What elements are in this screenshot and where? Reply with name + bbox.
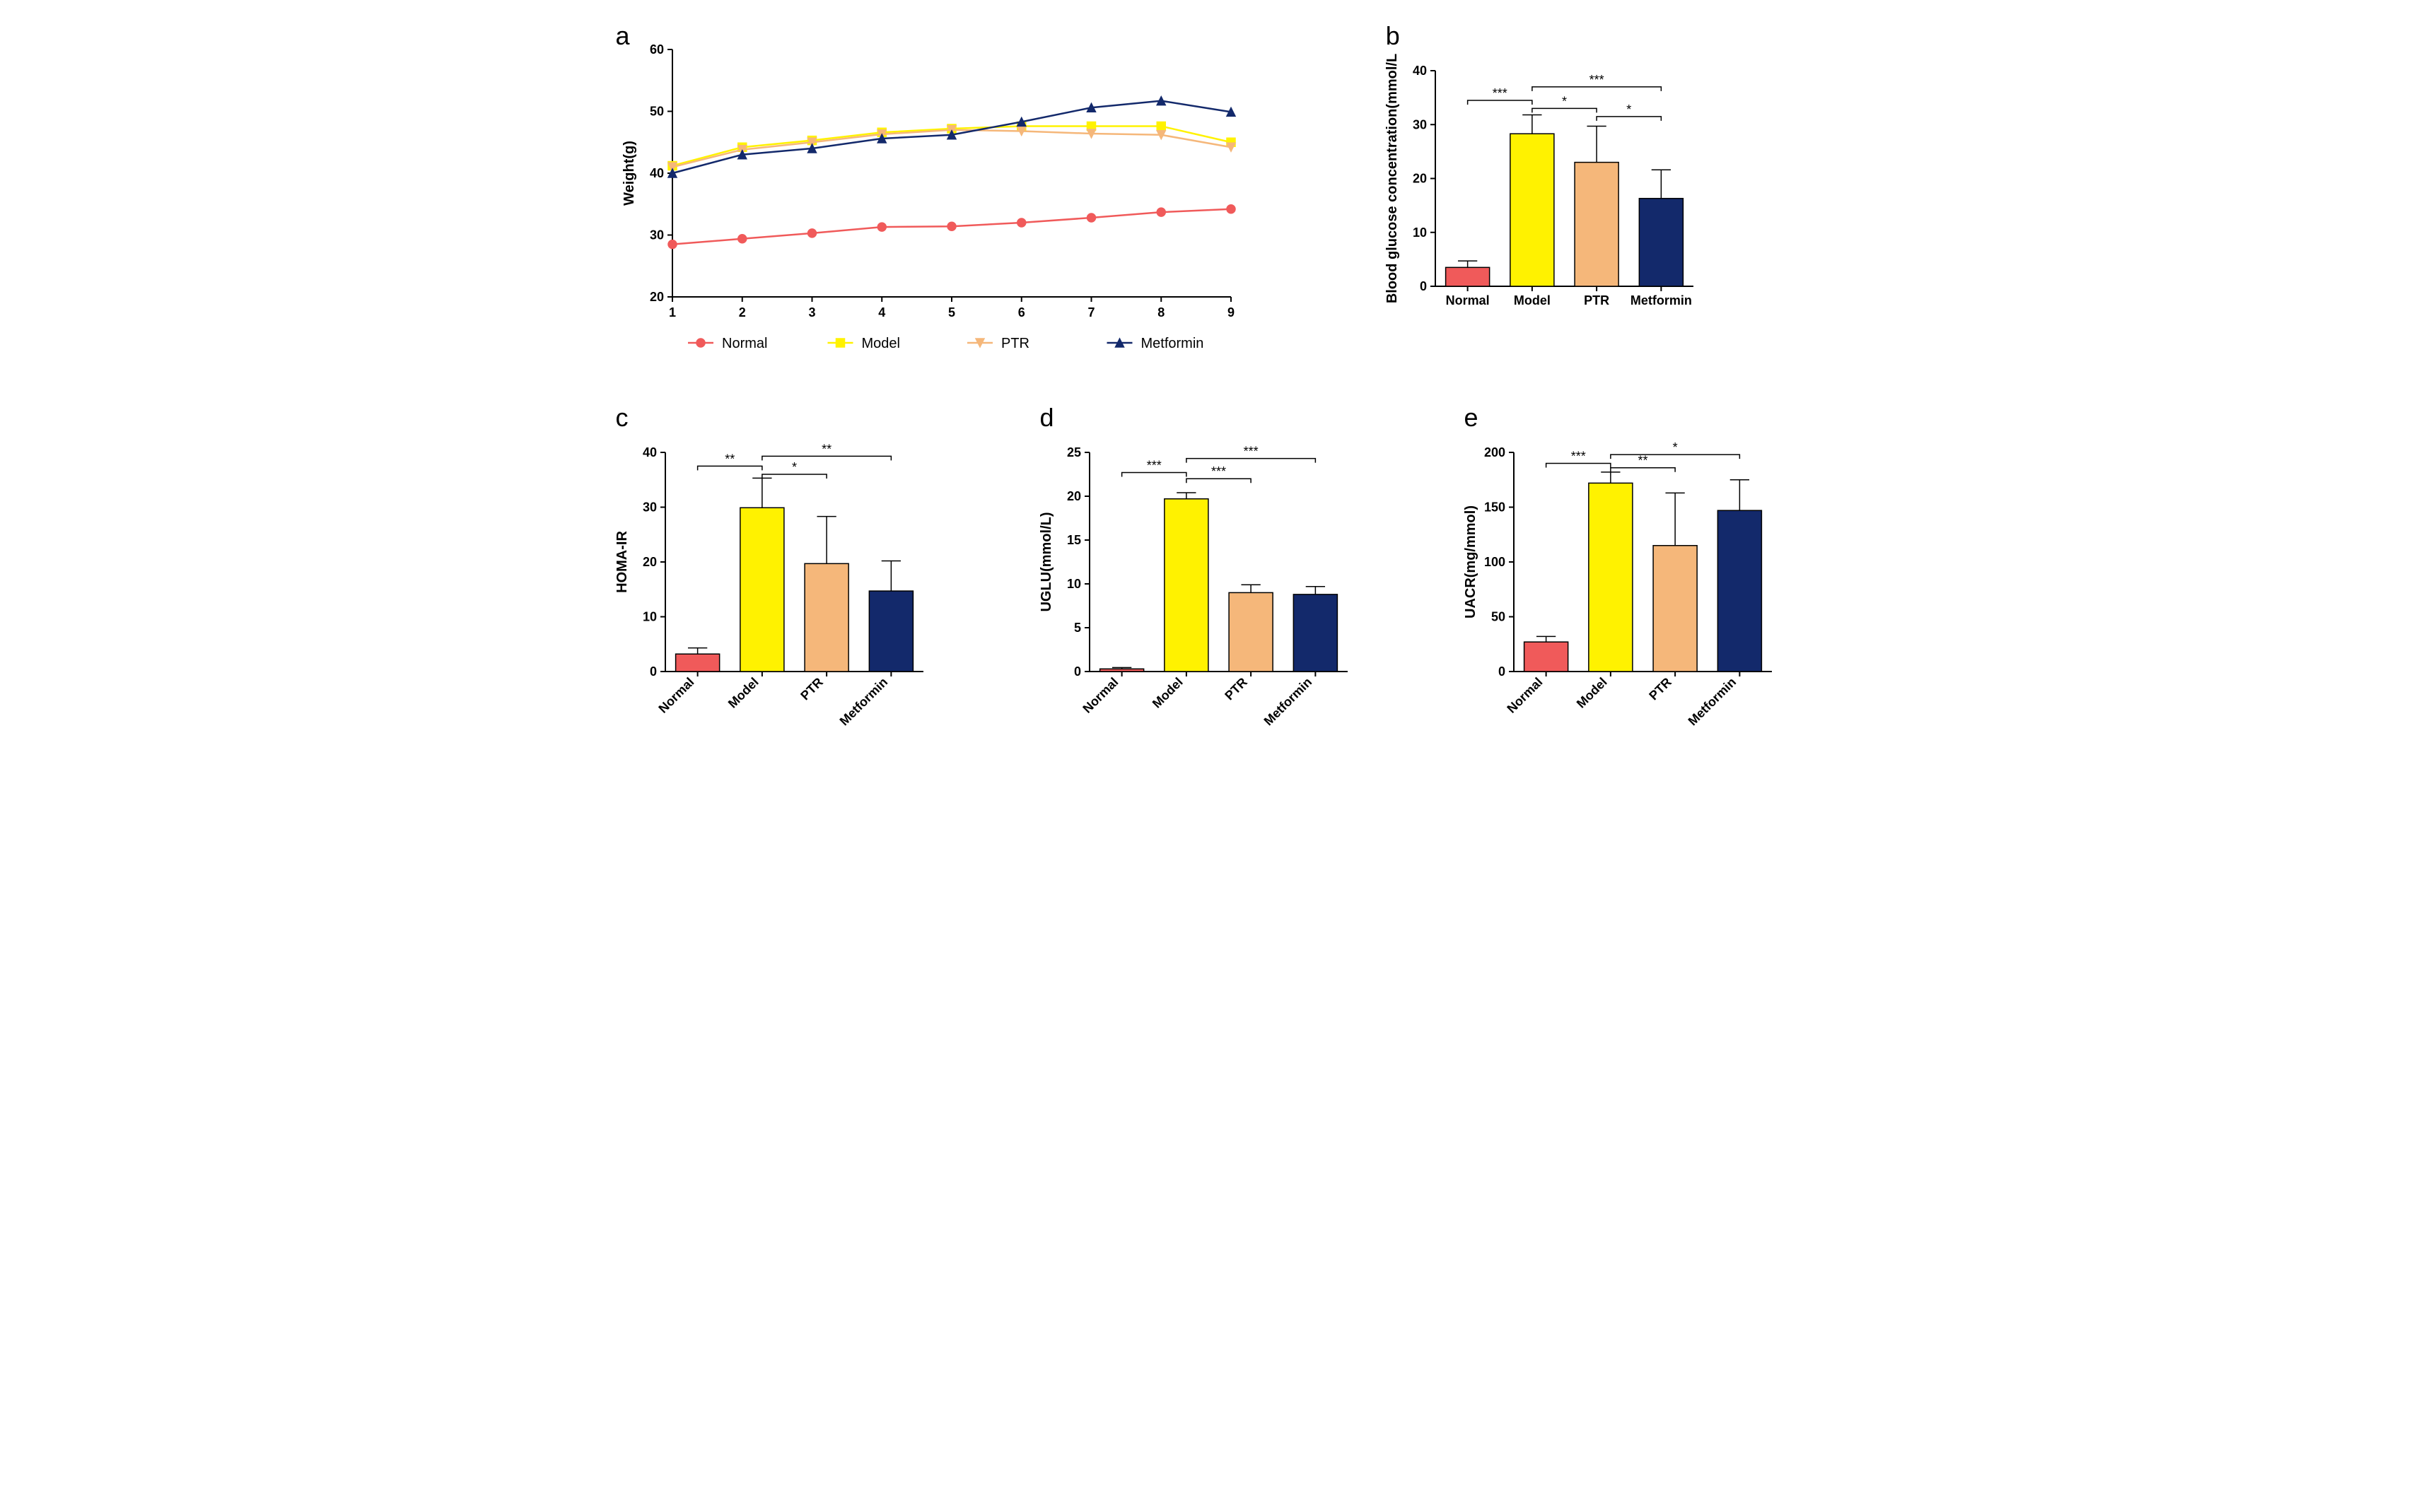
svg-text:*: * — [1562, 94, 1567, 108]
svg-text:**: ** — [725, 452, 735, 466]
svg-text:Model: Model — [1514, 293, 1551, 307]
svg-text:15: 15 — [1066, 533, 1080, 547]
svg-text:Model: Model — [1573, 675, 1609, 711]
bar-chart-e: 0 50 100 150 200 UACR(mg/mmol) Normal Model PTR M… — [1457, 410, 1783, 763]
svg-text:0: 0 — [649, 664, 656, 679]
svg-text:6: 6 — [1017, 305, 1025, 320]
svg-text:7: 7 — [1087, 305, 1095, 320]
svg-text:Metformin: Metformin — [1140, 336, 1203, 351]
svg-text:*: * — [1672, 440, 1677, 455]
svg-text:10: 10 — [1413, 225, 1427, 240]
panel-a-label: a — [616, 21, 630, 51]
bottom-row: c 010203040HOMA-IRNormalModelPTRMetformi… — [609, 410, 1825, 763]
svg-text:25: 25 — [1066, 445, 1080, 459]
svg-text:4: 4 — [878, 305, 885, 320]
bar-chart-b: 0 10 20 30 40 Blood glucose concentration(mmo… — [1379, 28, 1704, 325]
svg-text:HOMA-IR: HOMA-IR — [614, 531, 630, 593]
svg-text:20: 20 — [642, 555, 656, 569]
svg-text:50: 50 — [649, 105, 663, 119]
svg-text:5: 5 — [1073, 621, 1080, 635]
svg-text:5: 5 — [947, 305, 955, 320]
svg-text:Normal: Normal — [1445, 293, 1489, 307]
svg-text:**: ** — [822, 442, 832, 456]
svg-text:30: 30 — [642, 500, 656, 515]
svg-text:20: 20 — [1066, 489, 1080, 503]
svg-text:200: 200 — [1483, 445, 1505, 459]
svg-text:0: 0 — [1073, 664, 1080, 679]
svg-text:*: * — [791, 460, 796, 474]
svg-text:Metformin: Metformin — [1261, 675, 1314, 729]
svg-text:50: 50 — [1490, 610, 1505, 624]
panel-d: d 0510152025UGLU(mmol/L)NormalModelPTRMe… — [1033, 410, 1401, 763]
svg-text:20: 20 — [1413, 172, 1427, 186]
bar-chart-d: 0 5 10 15 20 25 UGLU(mmol/L) Normal Model PTR Metf… — [1033, 410, 1358, 763]
svg-text:40: 40 — [642, 445, 656, 459]
svg-text:10: 10 — [642, 610, 656, 624]
svg-text:8: 8 — [1157, 305, 1165, 320]
panel-a: a 2030405060123456789Weight(g)NormalMode… — [609, 28, 1322, 368]
svg-text:1: 1 — [668, 305, 675, 320]
svg-text:100: 100 — [1483, 555, 1505, 569]
svg-text:Weight(g): Weight(g) — [622, 141, 637, 206]
panel-c-label: c — [616, 403, 629, 433]
svg-text:***: *** — [1589, 73, 1604, 87]
svg-text:Metformin: Metformin — [836, 675, 890, 729]
figure-grid: a 2030405060123456789Weight(g)NormalMode… — [609, 28, 1825, 763]
svg-text:***: *** — [1570, 450, 1585, 464]
svg-text:Metformin: Metformin — [1630, 293, 1692, 307]
svg-text:9: 9 — [1227, 305, 1234, 320]
svg-text:Normal: Normal — [722, 336, 767, 351]
panel-d-label: d — [1040, 403, 1054, 433]
svg-text:***: *** — [1243, 445, 1258, 459]
svg-text:10: 10 — [1066, 577, 1080, 591]
svg-text:PTR: PTR — [1222, 675, 1250, 703]
svg-text:20: 20 — [649, 290, 663, 304]
svg-text:Metformin: Metformin — [1685, 675, 1739, 729]
svg-text:PTR: PTR — [798, 675, 826, 703]
svg-text:Model: Model — [725, 675, 761, 711]
svg-text:40: 40 — [1413, 64, 1427, 78]
svg-text:PTR: PTR — [1001, 336, 1029, 351]
svg-text:Normal: Normal — [1504, 675, 1545, 716]
svg-text:Model: Model — [861, 336, 899, 351]
svg-text:UGLU(mmol/L): UGLU(mmol/L) — [1039, 512, 1054, 611]
svg-text:PTR: PTR — [1584, 293, 1609, 307]
svg-text:Normal: Normal — [1080, 675, 1121, 716]
svg-text:30: 30 — [649, 228, 663, 242]
svg-text:PTR: PTR — [1646, 675, 1674, 703]
svg-text:***: *** — [1146, 459, 1161, 473]
svg-text:***: *** — [1210, 464, 1225, 479]
panel-e-label: e — [1464, 403, 1478, 433]
panel-b: b 010203040Blood glucose concentration(m… — [1379, 28, 1825, 368]
line-chart-a: 20 30 40 50 60 1 2 3 4 5 6 7 8 9 Weight(g) Normal Model P… — [609, 28, 1245, 368]
panel-e: e 050100150200UACR(mg/mmol)NormalModelPT… — [1457, 410, 1825, 763]
svg-text:2: 2 — [738, 305, 745, 320]
svg-text:150: 150 — [1483, 500, 1505, 515]
svg-text:Blood glucose concentration(mm: Blood glucose concentration(mmol/L — [1384, 54, 1400, 303]
panel-b-label: b — [1386, 21, 1400, 51]
panel-c: c 010203040HOMA-IRNormalModelPTRMetformi… — [609, 410, 976, 763]
svg-text:Model: Model — [1149, 675, 1185, 711]
svg-text:**: ** — [1638, 454, 1647, 468]
svg-text:Normal: Normal — [655, 675, 696, 716]
svg-text:40: 40 — [649, 166, 663, 180]
svg-text:0: 0 — [1420, 279, 1427, 293]
svg-text:3: 3 — [808, 305, 815, 320]
svg-text:*: * — [1626, 102, 1631, 117]
svg-text:***: *** — [1492, 86, 1507, 100]
svg-text:30: 30 — [1413, 117, 1427, 131]
bar-chart-c: 0 10 20 30 40 HOMA-IR Normal Model PTR Metformin *… — [609, 410, 934, 763]
svg-text:UACR(mg/mmol): UACR(mg/mmol) — [1463, 505, 1478, 619]
svg-text:0: 0 — [1498, 664, 1505, 679]
svg-text:60: 60 — [649, 42, 663, 57]
